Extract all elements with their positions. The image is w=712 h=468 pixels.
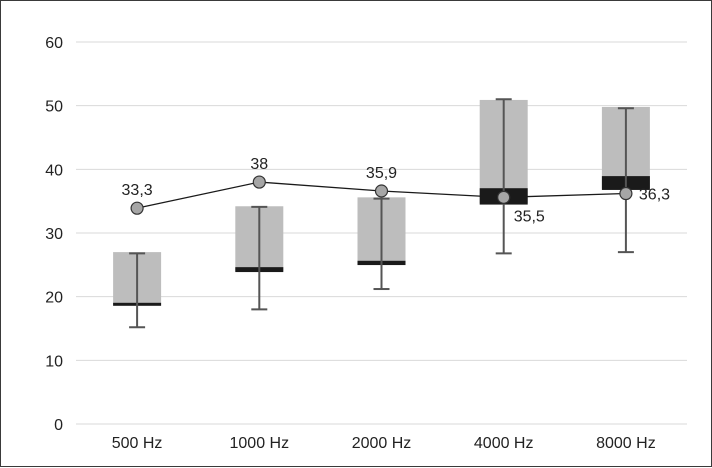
mean-point-1: [252, 175, 266, 189]
x-tick-label-0: 500 Hz: [112, 435, 163, 452]
y-tick-label-60: 60: [45, 35, 63, 52]
x-tick-label-4: 8000 Hz: [596, 435, 656, 452]
mean-data-label-4: 36,3: [639, 187, 670, 204]
mean-point-3: [497, 190, 511, 204]
mean-point-0: [130, 201, 144, 215]
x-tick-label-2: 2000 Hz: [352, 435, 412, 452]
mean-data-label-2: 35,9: [366, 165, 397, 182]
y-tick-label-30: 30: [45, 226, 63, 243]
x-tick-label-3: 4000 Hz: [474, 435, 534, 452]
y-tick-label-0: 0: [54, 417, 63, 434]
x-tick-label-1: 1000 Hz: [230, 435, 290, 452]
mean-point-4: [619, 186, 633, 201]
mean-data-label-1: 38: [250, 156, 268, 173]
y-tick-label-50: 50: [45, 99, 63, 116]
mean-data-label-0: 33,3: [122, 182, 153, 199]
mean-data-label-3: 35,5: [514, 208, 545, 225]
y-tick-label-40: 40: [45, 162, 63, 179]
y-tick-label-10: 10: [45, 353, 63, 370]
mean-point-2: [374, 184, 389, 198]
y-tick-label-20: 20: [45, 290, 63, 307]
